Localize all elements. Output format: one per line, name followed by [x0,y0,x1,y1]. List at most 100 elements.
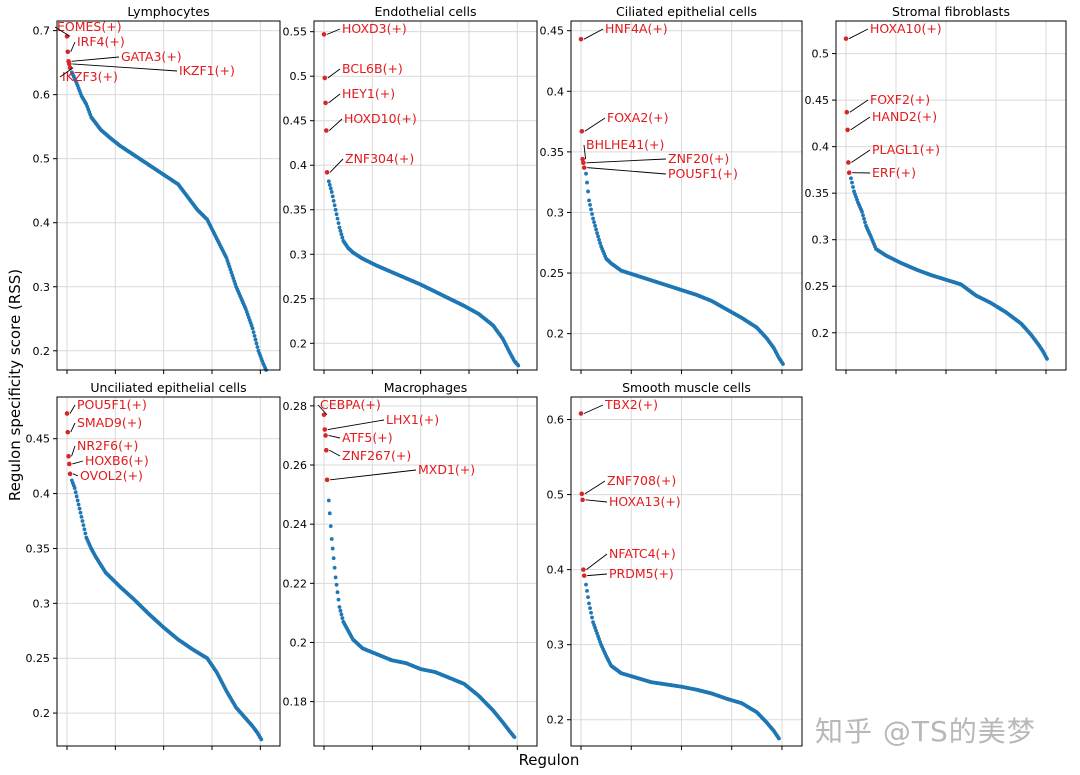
highlight-point [321,412,327,418]
regulon-label: SMAD9(+) [77,415,142,430]
label-connector [850,116,871,131]
regulon-point [251,330,256,335]
regulon-point [329,537,334,541]
regulon-point [340,616,345,620]
regulon-label: EOMES(+) [57,19,122,34]
highlight-point [844,109,850,115]
regulon-label: IKZF1(+) [179,63,235,78]
regulon-point [595,231,599,235]
y-tick-label: 0.35 [805,187,830,200]
regulon-label: HOXA13(+) [609,494,681,509]
regulon-point [860,209,864,214]
highlight-point [581,567,586,572]
regulon-point [781,362,785,366]
highlight-point [324,447,329,453]
regulon-point [596,234,600,239]
regulon-point [340,235,345,240]
regulon-point [230,273,235,278]
regulon-point [339,612,344,617]
highlight-point [843,36,849,41]
regulon-point [82,527,87,532]
regulon-label: PLAGL1(+) [872,142,940,157]
label-connector [329,158,344,173]
regulon-point [777,736,781,741]
y-tick-label: 0.25 [805,280,830,293]
highlight-point [578,36,584,42]
regulon-point [337,605,342,609]
axes-frame [570,396,803,747]
regulon-point [80,519,85,523]
regulon-point [79,515,84,519]
y-tick-label: 0.7 [33,25,51,38]
label-connector [72,473,79,477]
y-tick-label: 0.26 [283,459,308,472]
panel-1: 0.2 0.3 0.4 0.5 0.6 0.7 EOMES(+)IRF4(+)GATA3(+… [33,4,281,374]
watermark: 知乎 @TS的美梦 [815,715,1036,748]
highlight-point [322,75,328,81]
regulon-label: ZNF267(+) [342,448,411,463]
y-tick-label: 0.45 [540,25,565,38]
y-tick-label: 0.22 [283,577,308,590]
highlight-point [845,127,850,133]
label-connector [329,118,343,131]
regulon-point [586,189,590,194]
label-connector [584,480,606,495]
regulon-point [588,606,592,610]
regulon-point [336,221,341,225]
regulon-point [584,171,588,176]
regulon-point [339,232,344,237]
label-connector [586,158,667,164]
regulon-label: HOXD10(+) [344,111,417,126]
regulon-point [512,735,517,740]
y-tick-label: 0.3 [33,597,51,610]
regulon-point [585,180,589,185]
panel-7: 0.2 0.3 0.4 0.5 0.6 TBX2(+) ZNF708(+) HOXA13(+)… [547,380,803,750]
highlight-point [323,433,328,438]
label-connector [587,573,608,577]
y-tick-label: 0.3 [290,248,308,261]
highlight-point [324,128,329,133]
regulon-point [591,216,595,221]
panel-title: Macrophages [384,380,467,395]
regulon-label: ZNF20(+) [668,151,729,166]
highlight-point [66,453,71,459]
regulon-label: OVOL2(+) [80,468,143,483]
regulon-point [335,590,340,595]
regulon-point [74,494,79,499]
y-tick-label: 0.55 [283,26,308,39]
regulon-point [225,258,230,263]
label-connector [71,445,76,457]
highlight-point [321,32,327,37]
y-tick-label: 0.5 [33,153,51,166]
y-tick-label: 0.25 [540,267,565,280]
panel-title: Smooth muscle cells [622,380,751,395]
regulon-point [861,213,865,218]
regulon-label: ERF(+) [872,165,916,180]
y-tick-label: 0.5 [812,48,830,61]
label-connector [329,449,341,457]
label-connector [328,93,341,104]
y-tick-label: 0.6 [33,89,51,102]
y-tick-label: 0.18 [283,696,308,709]
regulon-point [254,341,259,346]
regulon-point [227,264,232,269]
y-tick-label: 0.4 [290,159,308,172]
regulon-label: MXD1(+) [418,462,475,477]
regulon-point [863,220,867,225]
y-tick-label: 0.4 [812,141,830,154]
regulon-point [590,615,594,620]
regulon-point [585,588,589,593]
regulon-point [587,198,591,203]
regulon-label: NR2F6(+) [77,438,138,453]
y-tick-label: 0.2 [290,337,308,350]
regulon-point [849,176,853,181]
regulon-label: TBX2(+) [604,397,658,412]
regulon-point [328,524,333,529]
regulon-point [588,202,592,207]
regulon-point [592,220,596,225]
regulon-point [338,608,343,613]
label-connector [328,435,341,439]
regulon-point [81,523,86,528]
highlight-point [324,477,330,483]
